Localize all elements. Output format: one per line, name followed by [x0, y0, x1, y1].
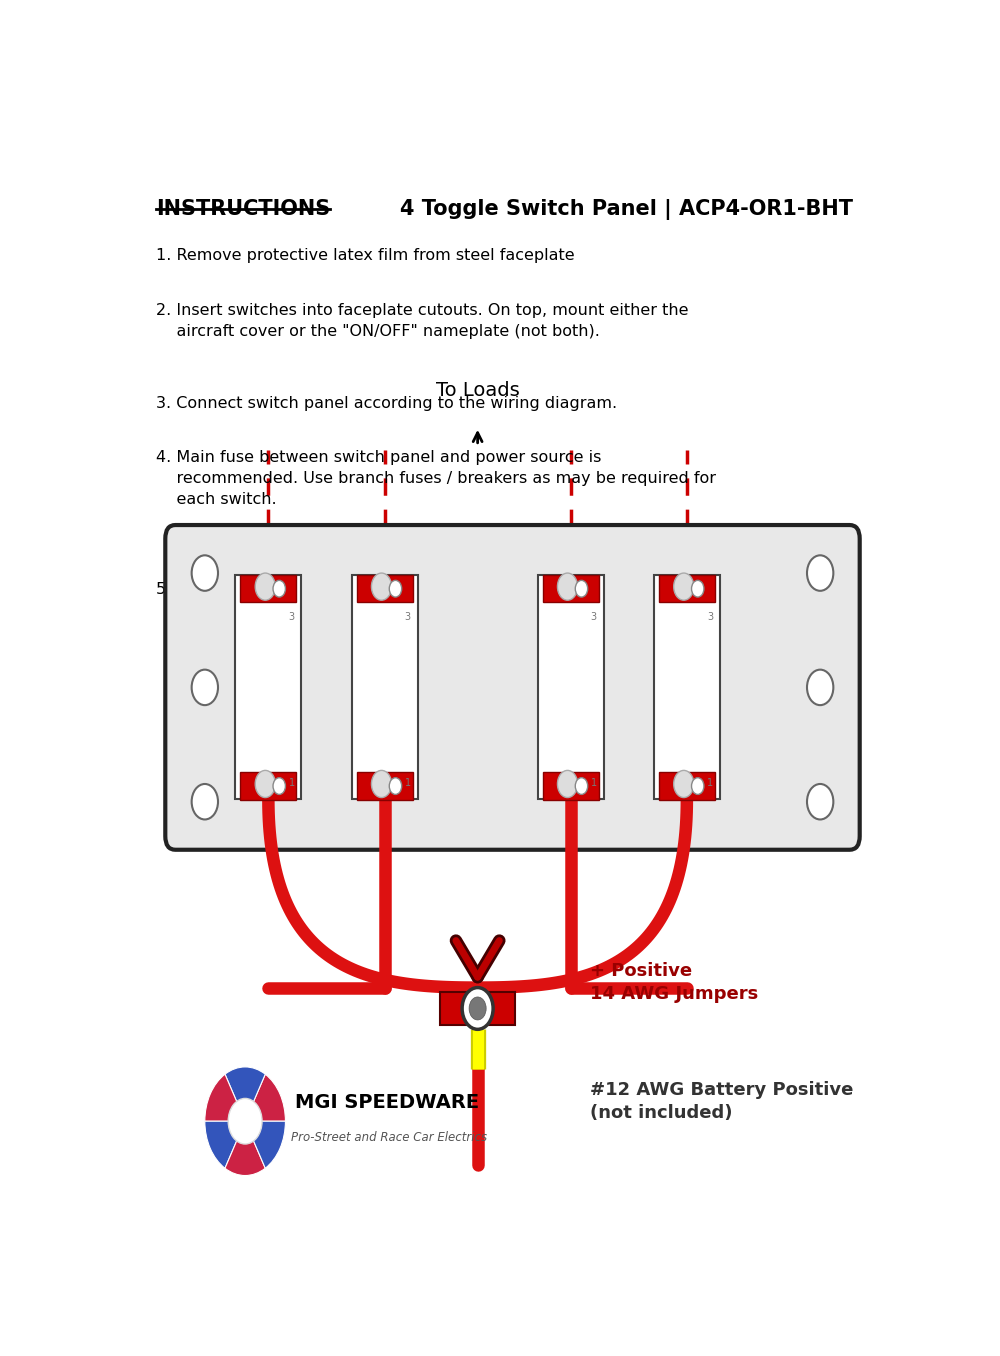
Wedge shape [225, 1121, 265, 1176]
Text: 1: 1 [591, 778, 597, 788]
Circle shape [557, 574, 578, 601]
Text: To Loads: To Loads [436, 381, 520, 400]
Wedge shape [205, 1121, 245, 1169]
Circle shape [371, 574, 392, 601]
FancyBboxPatch shape [240, 773, 296, 800]
Circle shape [389, 580, 402, 597]
Circle shape [575, 778, 588, 795]
Text: Pro-Street and Race Car Electrics: Pro-Street and Race Car Electrics [291, 1131, 487, 1144]
FancyBboxPatch shape [659, 575, 715, 602]
Text: 1. Remove protective latex film from steel faceplate: 1. Remove protective latex film from ste… [156, 248, 575, 263]
Wedge shape [225, 1067, 265, 1121]
Circle shape [692, 580, 704, 597]
Circle shape [192, 670, 218, 705]
Text: 1: 1 [289, 778, 295, 788]
FancyBboxPatch shape [659, 773, 715, 800]
Text: INSTRUCTIONS: INSTRUCTIONS [156, 199, 330, 220]
Text: 4. Main fuse between switch panel and power source is
    recommended. Use branc: 4. Main fuse between switch panel and po… [156, 450, 716, 507]
Circle shape [469, 997, 486, 1020]
Circle shape [692, 778, 704, 795]
Circle shape [674, 574, 694, 601]
Circle shape [575, 580, 588, 597]
Text: 3. Connect switch panel according to the wiring diagram.: 3. Connect switch panel according to the… [156, 396, 617, 411]
Circle shape [228, 1098, 262, 1144]
Text: #12 AWG Battery Positive
(not included): #12 AWG Battery Positive (not included) [590, 1081, 853, 1123]
Text: 1: 1 [405, 778, 411, 788]
FancyBboxPatch shape [654, 575, 720, 799]
Circle shape [557, 770, 578, 797]
Circle shape [674, 770, 694, 797]
FancyBboxPatch shape [165, 525, 860, 850]
Circle shape [192, 784, 218, 819]
Circle shape [807, 556, 833, 591]
Circle shape [273, 778, 285, 795]
FancyBboxPatch shape [352, 575, 418, 799]
Circle shape [389, 778, 402, 795]
Text: 3: 3 [591, 612, 597, 621]
Text: + Positive
14 AWG Jumpers: + Positive 14 AWG Jumpers [590, 961, 758, 1003]
FancyBboxPatch shape [357, 575, 413, 602]
Text: 5. Use relays if loads exceed the switch's rated current of 20A @
    12vDC || 2: 5. Use relays if loads exceed the switch… [156, 582, 693, 640]
Wedge shape [245, 1074, 285, 1121]
Circle shape [255, 574, 275, 601]
Text: 3: 3 [707, 612, 713, 621]
Text: 2. Insert switches into faceplate cutouts. On top, mount either the
    aircraft: 2. Insert switches into faceplate cutout… [156, 302, 688, 339]
Circle shape [371, 770, 392, 797]
FancyBboxPatch shape [357, 773, 413, 800]
Text: 1: 1 [707, 778, 713, 788]
FancyBboxPatch shape [240, 575, 296, 602]
Text: 3: 3 [405, 612, 411, 621]
Circle shape [807, 784, 833, 819]
Wedge shape [205, 1074, 245, 1121]
Text: MGI SPEEDWARE: MGI SPEEDWARE [295, 1093, 479, 1112]
Circle shape [273, 580, 285, 597]
FancyBboxPatch shape [543, 575, 599, 602]
Text: 3: 3 [289, 612, 295, 621]
Circle shape [192, 556, 218, 591]
Circle shape [255, 770, 275, 797]
FancyBboxPatch shape [538, 575, 604, 799]
FancyBboxPatch shape [543, 773, 599, 800]
Circle shape [462, 987, 493, 1029]
FancyBboxPatch shape [235, 575, 301, 799]
Text: 4 Toggle Switch Panel | ACP4-OR1-BHT: 4 Toggle Switch Panel | ACP4-OR1-BHT [400, 199, 853, 220]
Circle shape [807, 670, 833, 705]
FancyBboxPatch shape [440, 991, 515, 1025]
Wedge shape [245, 1121, 285, 1169]
